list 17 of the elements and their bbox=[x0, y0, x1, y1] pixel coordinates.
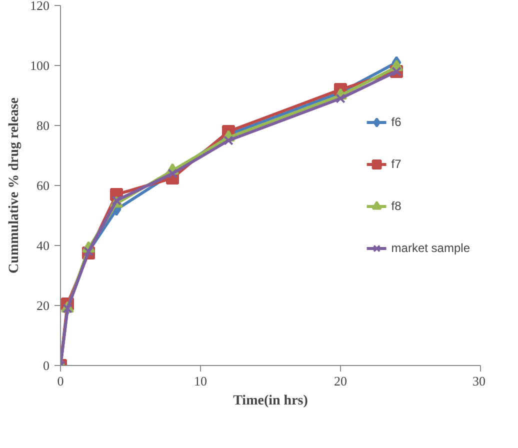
x-tick-label: 20 bbox=[334, 374, 347, 388]
legend-label: f7 bbox=[391, 157, 402, 171]
y-tick-label: 0 bbox=[43, 358, 50, 373]
x-tick-label: 0 bbox=[57, 374, 64, 388]
y-axis-title: Cummulative % drug release bbox=[7, 98, 22, 274]
y-tick-label: 120 bbox=[30, 0, 50, 13]
y-tick-label: 80 bbox=[36, 118, 50, 133]
y-tick-label: 100 bbox=[30, 58, 50, 73]
legend-label: f8 bbox=[391, 199, 402, 213]
y-tick-label: 60 bbox=[36, 178, 50, 193]
x-axis-title: Time(in hrs) bbox=[233, 394, 308, 408]
y-tick-label: 20 bbox=[36, 298, 50, 313]
x-tick-label: 30 bbox=[472, 374, 486, 388]
legend-label: market sample bbox=[391, 241, 470, 255]
y-tick-label: 40 bbox=[36, 238, 50, 253]
x-tick-label: 10 bbox=[194, 374, 207, 388]
legend-label: f6 bbox=[391, 115, 402, 129]
